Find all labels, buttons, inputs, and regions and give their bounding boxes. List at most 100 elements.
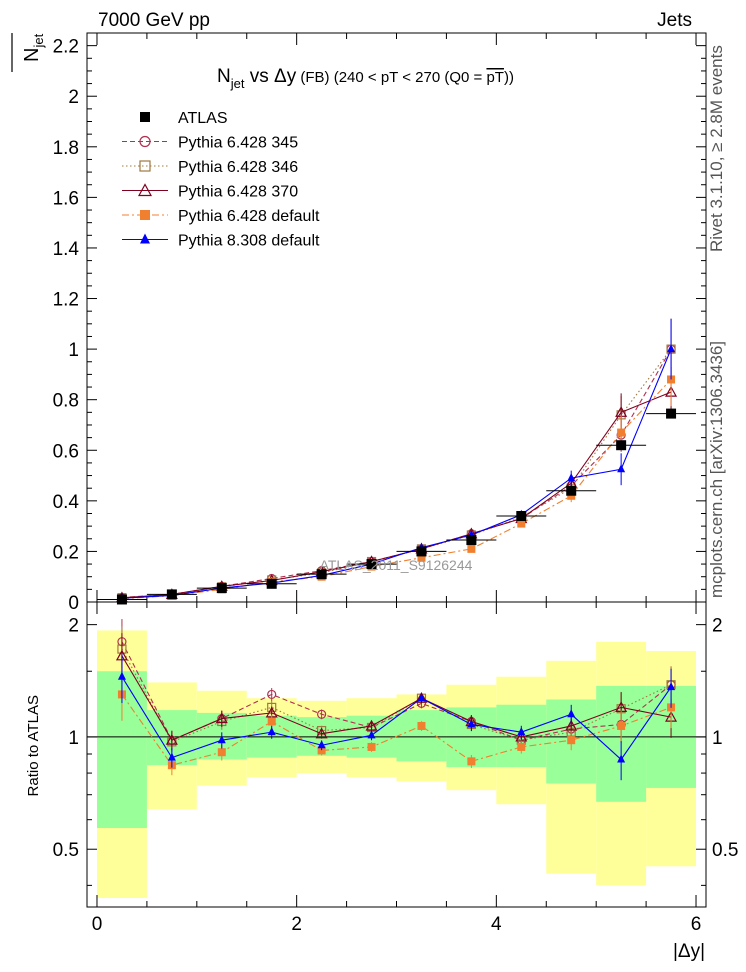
ratio-ytick-label-right: 0.5: [712, 840, 738, 861]
ratio-series-point: [467, 757, 476, 766]
main-series-point: [617, 464, 626, 473]
ratio-series-point: [317, 709, 327, 719]
legend-label: Pythia 6.428 346: [178, 159, 298, 176]
main-ytick-label: 0.6: [53, 441, 79, 462]
title-pt: pT: [486, 69, 504, 86]
main-ytick-label: 0.4: [53, 492, 80, 513]
legend-marker: [140, 233, 150, 244]
ratio-series-point: [217, 735, 226, 744]
ratio-series-point: [617, 754, 626, 763]
ratio-series-line: [121, 694, 672, 766]
ratio-ytick-label-right: 1: [712, 728, 723, 749]
main-ytick-label: 2: [68, 87, 79, 108]
x-axis-label: |Δy|: [673, 941, 705, 962]
main-ytick-label: 1.8: [53, 138, 79, 159]
atlas-point: [366, 559, 377, 570]
legend-label: Pythia 8.308 default: [178, 233, 320, 250]
ratio-series-point: [367, 730, 376, 739]
main-ylabel: Njet: [21, 33, 46, 62]
ratio-series-line: [121, 655, 672, 741]
ratio-panel: 0.5 0.5 1 1 2 2 0 2 4 6: [53, 601, 738, 935]
ratio-series-line: [121, 676, 672, 761]
main-ytick-label: 2.2: [53, 37, 79, 58]
legend-label: Pythia 6.428 370: [178, 184, 298, 201]
ratio-series-point: [315, 727, 328, 739]
ratio-series-point: [267, 727, 276, 736]
ratio-series-point: [565, 719, 578, 731]
ratio-series-point: [215, 712, 228, 724]
ratio-band-inner: [396, 710, 447, 762]
legend-label: ATLAS: [178, 110, 228, 127]
ratio-ytick-label: 1: [68, 728, 79, 749]
ratio-series-point: [267, 717, 276, 726]
ratio-series-point: [267, 689, 277, 700]
ratio-series-point: [517, 727, 526, 736]
rivet-label: Rivet 3.1.10, ≥ 2.8M events: [707, 45, 726, 252]
title-close: )): [504, 69, 514, 86]
atlas-point: [666, 408, 677, 419]
main-series-point: [567, 473, 576, 482]
main-series-point: [467, 544, 476, 553]
ratio-series-point: [617, 721, 626, 730]
plot-title: Njet vs Δy (FB) (240 < pT < 270 (Q0 = pT…: [217, 66, 514, 91]
legend-label: Pythia 6.428 default: [178, 208, 320, 225]
ratio-ytick-label: 0.5: [53, 840, 79, 861]
ratio-series-point: [317, 746, 326, 755]
ratio-series-point: [117, 671, 126, 680]
atlas-point: [516, 511, 527, 522]
main-ytick-label: 1.2: [53, 290, 79, 311]
atlas-point: [316, 569, 327, 580]
ratio-series-point: [317, 740, 326, 749]
main-series-line: [121, 348, 672, 599]
main-ytick-label: 0.2: [53, 542, 79, 563]
main-ytick-label: 0.8: [53, 391, 79, 412]
atlas-point: [116, 594, 127, 605]
header-left: 7000 GeV pp: [98, 10, 210, 31]
x-tick-label: 2: [291, 914, 302, 935]
ratio-series-point: [167, 752, 176, 761]
main-panel: 0 0.2 0.4 0.6 0.8 1 1.2 1.4 1.6 1.8 2 2.2: [53, 32, 707, 614]
mcplots-label: mcplots.cern.ch [arXiv:1306.3436]: [707, 341, 726, 598]
legend: ATLAS Pythia 6.428 345 Pythia 6.428 346 Pyt…: [122, 110, 320, 250]
legend-marker: [140, 210, 150, 220]
ratio-series-point: [467, 719, 476, 728]
atlas-point: [266, 578, 277, 589]
title-n: N: [217, 66, 231, 87]
ratio-series-point: [417, 693, 426, 702]
main-series-point: [667, 344, 676, 353]
ratio-series-point: [417, 721, 426, 730]
header-right: Jets: [657, 10, 692, 31]
ratio-series-point: [567, 709, 576, 718]
x-tick-label: 0: [92, 914, 103, 935]
atlas-point: [466, 535, 477, 546]
title-jet-sub: jet: [230, 76, 245, 91]
svg-text:Njet: Njet: [21, 33, 46, 62]
main-series-line: [121, 379, 672, 600]
main-ytick-label: 1.4: [53, 239, 80, 260]
title-rest: (FB) (240 < pT < 270 (Q0 =: [296, 69, 486, 86]
ratio-series-point: [517, 742, 526, 751]
main-ytick-label: 1.6: [53, 188, 79, 209]
atlas-point: [216, 583, 227, 594]
legend-marker: [139, 135, 151, 148]
main-series-point: [517, 519, 526, 528]
ratio-series-point: [367, 742, 376, 751]
ratio-series-point: [217, 748, 226, 757]
ratio-series-point: [365, 719, 378, 731]
ratio-ytick-label: 2: [68, 616, 79, 637]
ratio-series-point: [165, 733, 178, 745]
ratio-series-line: [121, 648, 672, 743]
x-tick-label: 4: [491, 914, 502, 935]
title-vs: vs Δy: [244, 66, 296, 87]
atlas-point: [616, 440, 627, 451]
x-tick-label: 6: [691, 914, 702, 935]
atlas-point: [416, 546, 427, 557]
main-ytick-label: 1: [68, 340, 79, 361]
main-series-point: [567, 491, 576, 500]
atlas-point: [566, 485, 577, 496]
main-ytick-label: 0: [68, 593, 79, 614]
ratio-ytick-label-right: 2: [712, 616, 723, 637]
analysis-watermark: ATLAS_2011_S9126244: [320, 557, 473, 573]
main-series-point: [617, 428, 626, 437]
